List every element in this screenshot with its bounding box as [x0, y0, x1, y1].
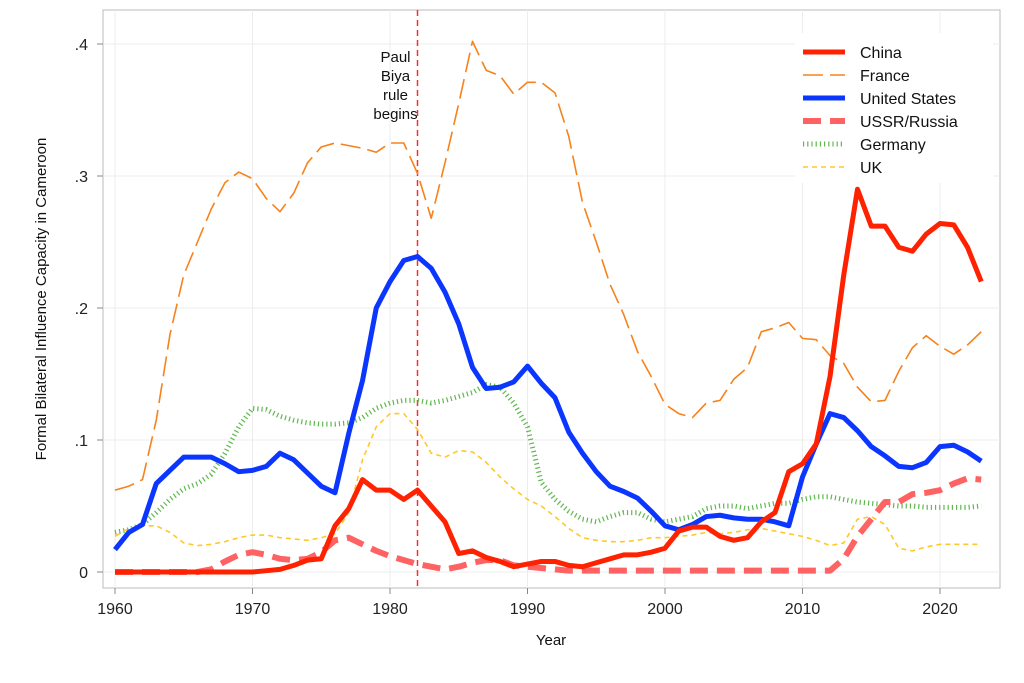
series-line-china	[115, 186, 984, 575]
x-axis: 1960 1970 1980 1990 2000 2010 2020	[97, 588, 958, 618]
series-line-ussr-russia	[115, 475, 982, 575]
y-axis: 0 .1 .2 .3 .4	[75, 37, 103, 582]
series-line-united-states	[113, 254, 983, 552]
annotation-text: Biya	[381, 68, 411, 85]
x-tick-label: 1990	[510, 601, 546, 618]
series-line-germany	[114, 382, 982, 535]
legend-label: USSR/Russia	[860, 114, 958, 131]
x-tick-label: 1970	[235, 601, 271, 618]
legend: China France United States USSR/Russia Germa…	[795, 33, 993, 183]
y-axis-label: Formal Bilateral Influence Capacity in C…	[33, 138, 50, 461]
x-tick-label: 2020	[922, 601, 958, 618]
series-lines	[113, 40, 984, 575]
legend-label: China	[860, 45, 902, 62]
series-line-uk	[114, 412, 982, 552]
y-tick-label: 0	[79, 565, 88, 582]
y-tick-label: .2	[75, 301, 88, 318]
x-tick-label: 1980	[372, 601, 408, 618]
series-line-france	[114, 40, 982, 491]
annotation-text: begins	[373, 106, 417, 123]
y-tick-label: .1	[75, 433, 88, 450]
legend-label: Germany	[860, 137, 926, 154]
y-tick-label: .4	[75, 37, 88, 54]
annotation-text: Paul	[380, 49, 410, 66]
legend-label: France	[860, 68, 910, 85]
x-axis-label: Year	[536, 632, 566, 649]
y-tick-label: .3	[75, 169, 88, 186]
x-tick-label: 2010	[785, 601, 821, 618]
x-tick-label: 2000	[647, 601, 683, 618]
x-tick-label: 1960	[97, 601, 133, 618]
legend-label: United States	[860, 91, 956, 108]
legend-label: UK	[860, 160, 883, 177]
legend-box	[795, 33, 993, 183]
annotation-text: rule	[383, 87, 408, 104]
